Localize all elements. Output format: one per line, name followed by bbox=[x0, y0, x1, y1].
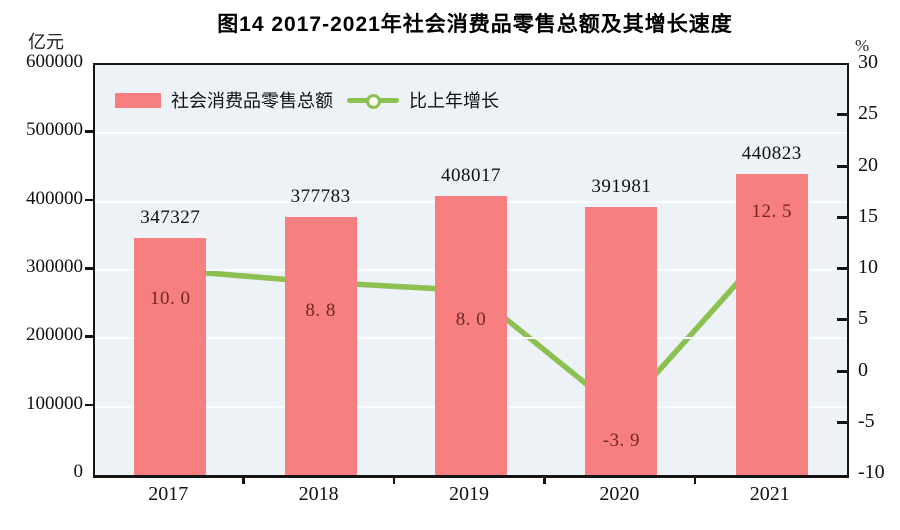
bar-2017 bbox=[134, 237, 207, 475]
bar-2018 bbox=[284, 216, 357, 475]
growth-value-label: 8. 8 bbox=[305, 300, 336, 322]
left-axis-tick-label: 200000 bbox=[26, 324, 83, 346]
left-axis-unit-label: 亿元 bbox=[28, 32, 64, 52]
x-axis-tick bbox=[392, 476, 396, 484]
right-axis-tick bbox=[837, 369, 847, 373]
plot-area: 社会消费品零售总额 比上年增长 347327 377783 408017 391981… bbox=[93, 63, 849, 478]
left-axis-tick bbox=[85, 267, 93, 270]
bar-value-label: 391981 bbox=[591, 176, 652, 198]
growth-value-label: 8. 0 bbox=[455, 308, 487, 330]
gridline bbox=[95, 132, 847, 135]
left-axis-tick-label: 0 bbox=[73, 461, 84, 482]
growth-value-label: -3. 9 bbox=[602, 430, 641, 452]
x-axis-label-2018: 2018 bbox=[298, 483, 339, 505]
growth-value-label: 12. 5 bbox=[751, 201, 793, 223]
right-axis-tick-label: 20 bbox=[858, 153, 878, 176]
bar-value-label: 377783 bbox=[290, 185, 351, 207]
right-axis-tick-label: -10 bbox=[858, 461, 885, 483]
x-axis-tick bbox=[543, 476, 546, 484]
right-axis-tick bbox=[837, 164, 847, 168]
right-axis-tick-label: 5 bbox=[858, 307, 868, 330]
legend: 社会消费品零售总额 比上年增长 bbox=[115, 87, 499, 113]
x-axis-label-2021: 2021 bbox=[749, 483, 790, 505]
right-axis-tick bbox=[837, 420, 847, 424]
right-axis-tick-label: 25 bbox=[858, 102, 878, 125]
x-axis-tick bbox=[693, 476, 697, 484]
left-axis-tick bbox=[85, 335, 93, 338]
right-axis-tick bbox=[837, 318, 847, 322]
chart-title: 图14 2017-2021年社会消费品零售总额及其增长速度 bbox=[217, 13, 733, 36]
left-axis-tick bbox=[85, 198, 93, 202]
bar-value-label: 408017 bbox=[441, 165, 501, 187]
left-axis-tick-label: 300000 bbox=[26, 256, 83, 277]
legend-bar-swatch bbox=[115, 92, 161, 108]
x-axis-tick bbox=[242, 476, 245, 484]
growth-value-label: 10. 0 bbox=[149, 288, 191, 309]
right-axis-tick bbox=[837, 267, 847, 270]
bar-2019 bbox=[435, 196, 507, 475]
left-axis-tick bbox=[85, 403, 93, 407]
left-axis-tick-label: 600000 bbox=[26, 51, 83, 72]
right-axis-tick-label: 10 bbox=[858, 256, 878, 278]
legend-line-marker-icon bbox=[366, 93, 381, 109]
bar-2021 bbox=[735, 173, 808, 475]
x-axis-label-2020: 2020 bbox=[599, 483, 640, 505]
right-axis-unit-label: % bbox=[855, 36, 870, 55]
right-axis-tick-label: -5 bbox=[858, 409, 875, 432]
left-axis-tick-label: 100000 bbox=[26, 392, 83, 414]
x-axis-label-2019: 2019 bbox=[449, 483, 489, 505]
legend-line-label: 比上年增长 bbox=[409, 91, 499, 111]
legend-line-swatch bbox=[347, 93, 399, 109]
left-axis-tick-label: 500000 bbox=[26, 119, 83, 141]
x-axis-label-2017: 2017 bbox=[148, 483, 189, 505]
bar-2020 bbox=[585, 207, 658, 475]
right-axis-tick-label: 0 bbox=[858, 358, 868, 381]
right-axis-tick bbox=[837, 113, 847, 117]
right-axis-tick-label: 15 bbox=[858, 204, 878, 227]
legend-bar-label: 社会消费品零售总额 bbox=[171, 91, 333, 111]
bar-value-label: 347327 bbox=[140, 206, 201, 228]
right-axis-tick bbox=[837, 215, 847, 219]
right-axis-tick-label: 30 bbox=[858, 51, 878, 73]
left-axis-tick bbox=[85, 130, 93, 133]
left-axis-tick-label: 400000 bbox=[26, 187, 83, 209]
bar-value-label: 440823 bbox=[741, 142, 802, 164]
